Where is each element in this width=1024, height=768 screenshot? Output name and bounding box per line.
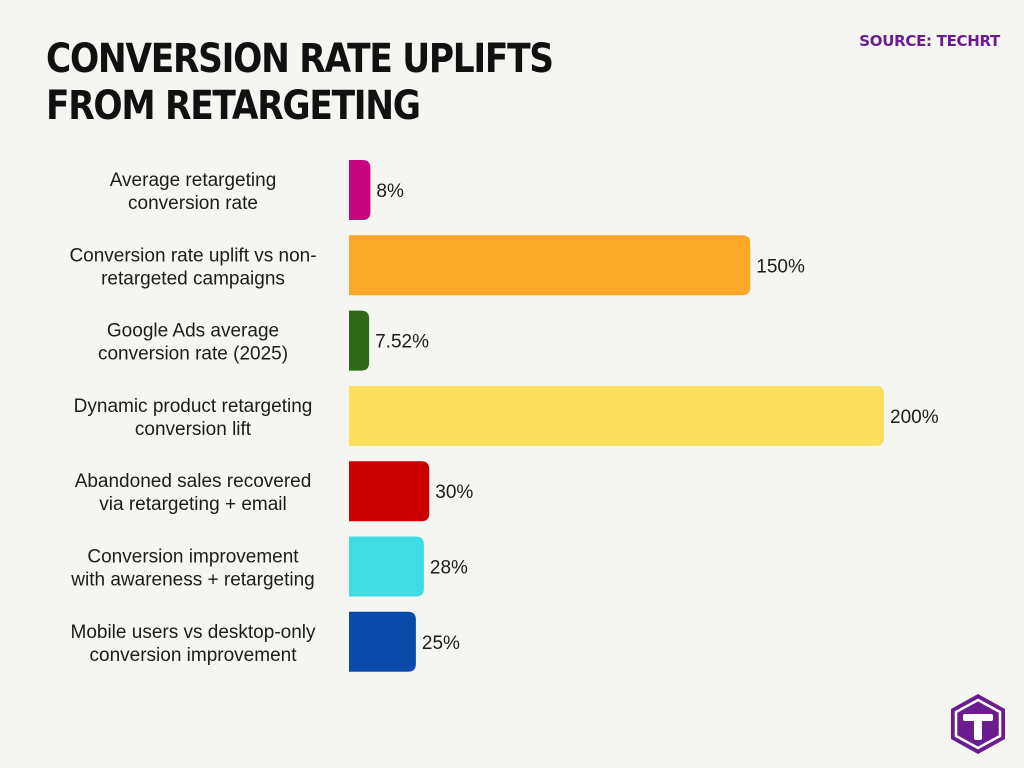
category-label-line: conversion rate (2025) [98,344,288,365]
bar [349,235,751,296]
category-label-line: conversion rate [128,193,258,214]
bar [349,536,424,597]
category-label: Dynamic product retargeting conversion li… [74,396,313,440]
bar-row: 7.52% Google Ads average conversion rate (… [98,310,429,371]
techrt-t-logo-icon [951,694,1005,754]
bar-row: 25% Mobile users vs desktop-only conversio… [71,611,460,672]
bar [349,160,371,220]
value-label: 7.52% [375,332,429,353]
value-label: 200% [890,407,939,428]
chart-title: Conversion Rate Uplifts From Retargeting [46,36,554,129]
category-label-line: conversion lift [135,419,252,440]
bar [349,611,416,672]
category-label: Average retargeting conversion rate [110,170,277,214]
bar-row: 28% Conversion improvement with awareness … [70,536,468,597]
category-label: Mobile users vs desktop-only conversion i… [71,622,316,666]
value-label: 8% [376,181,404,202]
category-label-line: Conversion rate uplift vs non- [69,245,316,266]
source-label: SOURCE: TECHRT [859,32,1000,50]
value-label: 30% [435,482,473,503]
bar-row: 8% Average retargeting conversion rate [110,160,404,220]
bar-row: 200% Dynamic product retargeting conversio… [74,385,939,446]
bar [349,461,430,522]
category-label-line: Conversion improvement [87,547,299,568]
category-label-line: via retargeting + email [99,494,286,515]
bar [349,385,884,446]
category-label-line: with awareness + retargeting [70,570,314,591]
category-label-line: Abandoned sales recovered [75,471,312,492]
category-label-line: retargeted campaigns [101,268,285,289]
category-label: Conversion rate uplift vs non-retargeted… [69,245,316,289]
category-label-line: Mobile users vs desktop-only [71,622,316,643]
value-label: 28% [430,558,468,579]
bar [349,310,370,371]
category-label: Google Ads average conversion rate (2025) [98,321,288,365]
bar-row: 30% Abandoned sales recovered via retarget… [75,461,473,522]
category-label-line: conversion improvement [90,645,298,666]
value-label: 25% [422,633,460,654]
value-label: 150% [756,256,805,277]
category-label-line: Average retargeting [110,170,277,191]
category-label-line: Google Ads average [107,321,279,342]
category-label: Conversion improvement with awareness + r… [70,547,314,591]
bar-row: 150% Conversion rate uplift vs non-retarg… [69,235,805,296]
category-label-line: Dynamic product retargeting [74,396,313,417]
category-label: Abandoned sales recovered via retargeting… [75,471,312,515]
